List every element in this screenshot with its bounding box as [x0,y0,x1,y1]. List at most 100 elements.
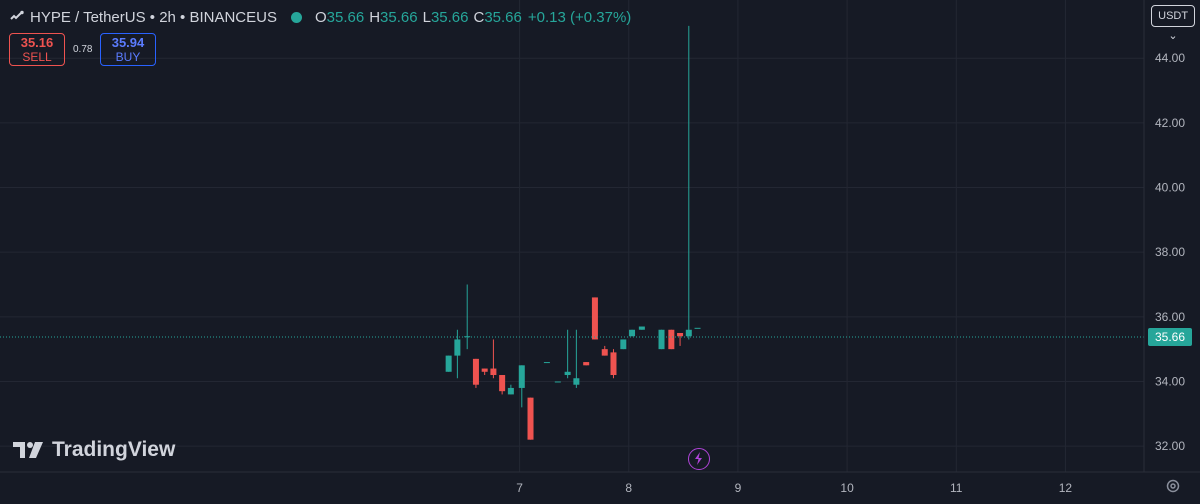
candle [464,284,471,350]
chart-logo-icon [10,9,24,26]
tradingview-logo-icon [13,442,43,458]
x-tick-label: 12 [1059,481,1073,495]
y-tick-label: 42.00 [1155,116,1185,130]
candle-body [583,362,590,366]
candle [620,339,627,350]
chevron-down-icon: ⌄ [1168,30,1178,42]
candle-body [564,371,571,376]
y-tick-label: 32.00 [1155,439,1185,453]
last-price-label: 35.66 [1148,328,1192,346]
candle-body [629,329,636,337]
candle [564,329,571,379]
candle-body [543,362,550,364]
candle-body [658,329,665,350]
candle [583,362,590,366]
spread-value: 0.78 [73,44,93,55]
candle [472,358,479,388]
candle [685,25,692,340]
change-value: +0.13 (+0.37%) [527,8,632,26]
candle [507,384,514,395]
candle [591,297,598,340]
candle [518,365,525,408]
x-tick-label: 9 [735,481,742,495]
currency-label: USDT [1158,10,1188,22]
brand-name: TradingView [52,438,176,461]
candle [454,329,461,379]
buy-label: BUY [115,50,141,64]
candle-body [481,368,488,372]
candle-body [601,349,608,356]
candle [481,368,488,376]
candle-body [518,365,525,388]
y-tick-label: 34.00 [1155,374,1185,388]
candle-body [638,326,645,330]
symbol-title[interactable]: HYPE / TetherUS • 2h • BINANCEUS [30,8,277,26]
candle [573,329,580,388]
candle-body [591,297,598,340]
open-label: O [314,8,327,26]
svg-text:35.66: 35.66 [1155,330,1185,344]
low-label: L [422,8,431,26]
candle [554,381,561,383]
close-value: 35.66 [484,8,522,26]
buy-button[interactable]: 35.94 BUY [100,33,156,66]
open-value: 35.66 [326,8,365,26]
candle-body [685,329,692,337]
x-tick-label: 7 [516,481,523,495]
buy-price: 35.94 [111,35,145,50]
y-tick-label: 38.00 [1155,245,1185,259]
y-tick-label: 36.00 [1155,310,1185,324]
candle-body [677,332,684,337]
y-tick-label: 44.00 [1155,51,1185,65]
x-tick-label: 11 [950,481,963,495]
candle [527,397,534,440]
lightning-icon[interactable] [688,448,710,470]
currency-dropdown[interactable]: USDT ⌄ [1151,5,1195,42]
candle [638,326,645,330]
chart-grid [0,0,1144,472]
y-tick-label: 40.00 [1155,181,1185,195]
candle [601,345,608,356]
sell-button[interactable]: 35.16 SELL [9,33,65,66]
tradingview-logo[interactable]: TradingView [13,438,175,462]
candle-body [554,381,561,383]
candle-body [499,375,506,392]
candle [668,329,675,350]
market-status-icon [290,11,302,23]
high-label: H [369,8,381,26]
close-label: C [473,8,485,26]
candle [610,349,617,379]
candle-body [694,327,701,329]
candle [499,375,506,395]
candle [694,327,701,329]
time-axis[interactable]: 7 8 9 10 11 12 [516,481,1072,495]
candle-body [464,336,471,338]
candle-body [527,397,534,440]
high-value: 35.66 [380,8,418,26]
candle-body [573,378,580,385]
candle-body [610,352,617,376]
x-tick-label: 10 [840,481,854,495]
x-tick-label: 8 [625,481,632,495]
sell-label: SELL [22,50,52,64]
candle [543,362,550,364]
candle-body [668,329,675,350]
candle-body [507,387,514,395]
candle-body [445,355,452,372]
candle [677,332,684,346]
candle-body [490,368,497,376]
price-axis[interactable]: 32.00 34.00 36.00 38.00 40.00 42.00 44.00 [1155,51,1185,453]
low-value: 35.66 [430,8,469,26]
candle-body [472,358,479,385]
candle [445,355,452,372]
candles [445,25,701,440]
gear-icon[interactable] [1165,478,1181,494]
candle [490,339,497,379]
candle [629,329,636,337]
candle-body [620,339,627,350]
candle [658,329,665,350]
candle-body [454,339,461,356]
symbol-header: HYPE / TetherUS • 2h • BINANCEUS O 35.66 … [10,7,631,27]
sell-price: 35.16 [20,35,54,50]
